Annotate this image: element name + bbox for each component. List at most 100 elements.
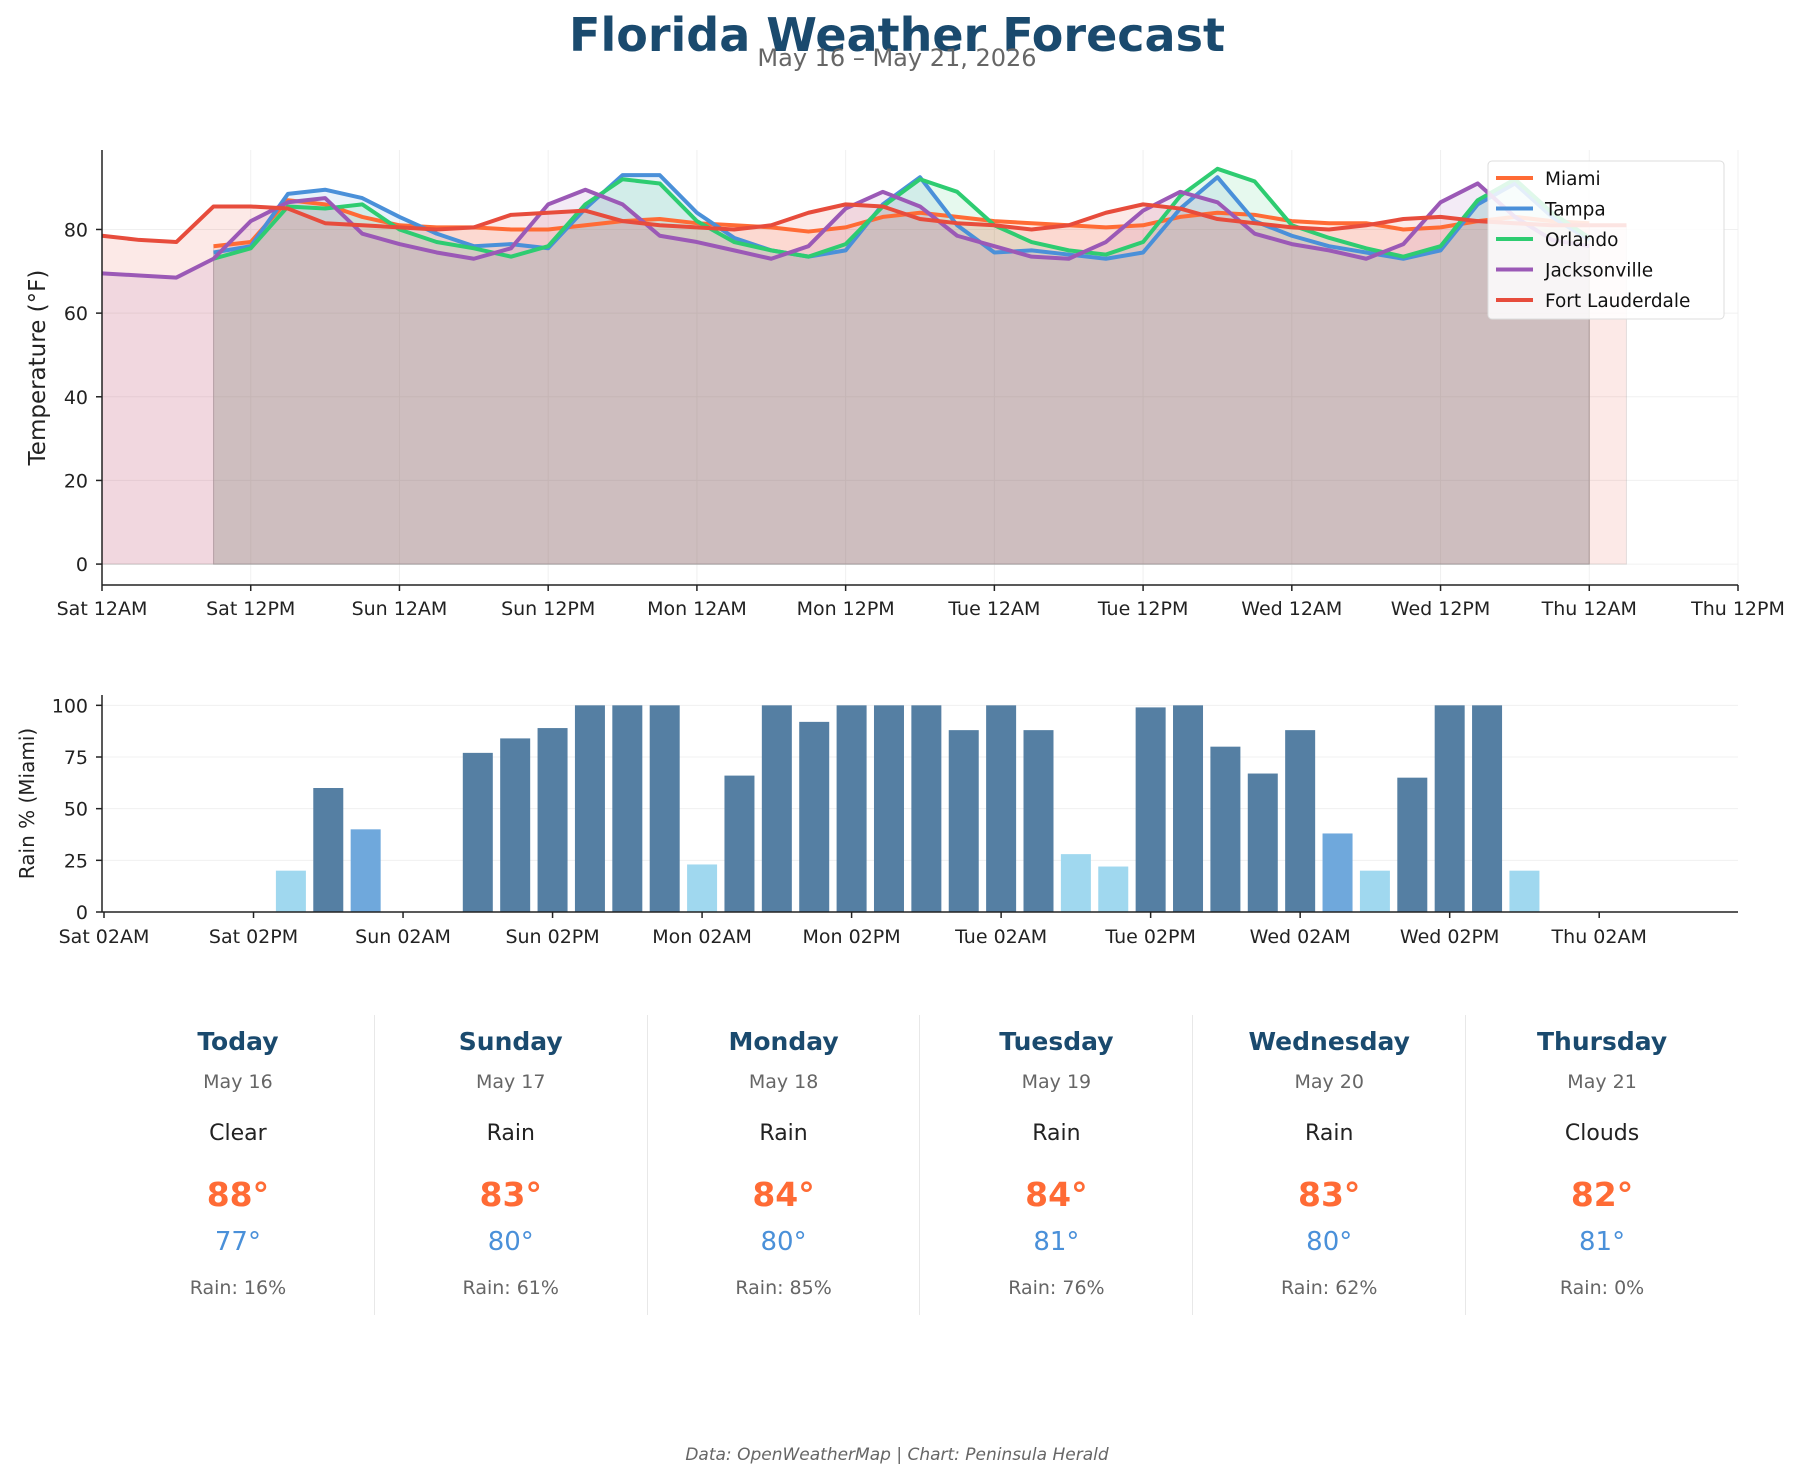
y-tick-label: 40	[64, 387, 88, 409]
rain-bar	[911, 705, 942, 912]
forecast-card: Thursday May 21 Clouds 82° 81° Rain: 0%	[1465, 1015, 1738, 1315]
series-line	[101, 181, 1590, 280]
forecast-condition: Clouds	[1564, 1121, 1640, 1146]
rain-bar	[873, 705, 904, 912]
x-tick-label: Sun 12AM	[352, 598, 448, 620]
forecast-date: May 20	[1294, 1071, 1364, 1093]
x-tick-label: Wed 02PM	[1400, 926, 1500, 948]
forecast-high: 84°	[752, 1175, 815, 1214]
series-line	[101, 202, 1627, 245]
forecast-date: May 16	[203, 1071, 273, 1093]
x-tick-label: Tue 02PM	[1104, 926, 1196, 948]
forecast-card: Tuesday May 19 Rain 84° 81° Rain: 76%	[919, 1015, 1192, 1315]
x-tick-label: Sat 12AM	[57, 598, 148, 620]
rain-bar	[649, 705, 680, 912]
forecast-low: 80°	[760, 1227, 807, 1257]
footer-credit: Data: OpenWeatherMap | Chart: Peninsula …	[685, 1445, 1109, 1465]
temperature-chart: 0 20 40 60 80 Sat 12AM Sat 12PM Sun 12AM Sun 12P…	[25, 150, 1785, 620]
forecast-low: 81°	[1579, 1227, 1626, 1257]
forecast-high: 82°	[1570, 1175, 1634, 1214]
rain-bar	[948, 730, 979, 912]
x-tick-label: Sat 02PM	[209, 926, 298, 948]
y-tick-label: 0	[76, 554, 88, 576]
x-tick-label: Tue 02AM	[954, 926, 1047, 948]
rain-bar	[1247, 773, 1278, 912]
forecast-condition: Clear	[209, 1121, 267, 1146]
x-tick-label: Sun 02AM	[355, 926, 451, 948]
rain-bar	[1135, 707, 1166, 912]
rain-bar	[761, 705, 792, 912]
x-tick-label: Sun 02PM	[505, 926, 599, 948]
x-tick-label: Sat 02AM	[59, 926, 150, 948]
x-tick-label: Tue 12AM	[947, 598, 1040, 620]
forecast-rain: Rain: 76%	[1008, 1277, 1105, 1299]
rain-bar	[500, 738, 531, 912]
legend-label: Miami	[1545, 169, 1601, 190]
x-tick-label: Thu 12AM	[1541, 598, 1637, 620]
rain-bar	[1359, 870, 1390, 912]
forecast-day: Sunday	[458, 1027, 563, 1056]
rain-bar	[350, 829, 381, 912]
page-subtitle: May 16 – May 21, 2026	[757, 44, 1037, 72]
rain-bar	[1173, 705, 1204, 912]
rain-bar	[1098, 866, 1129, 912]
y-tick-label: 50	[64, 799, 88, 821]
rain-bar	[313, 788, 344, 912]
forecast-condition: Rain	[486, 1121, 535, 1146]
rain-bar	[574, 705, 605, 912]
forecast-rain: Rain: 61%	[462, 1277, 559, 1299]
forecast-date: May 19	[1021, 1071, 1092, 1093]
forecast-card: Today May 16 Clear 88° 77° Rain: 16%	[102, 1015, 374, 1315]
forecast-condition: Rain	[1305, 1121, 1354, 1146]
forecast-date: May 18	[748, 1071, 819, 1093]
forecast-date: May 21	[1567, 1071, 1637, 1093]
rain-bar	[1285, 730, 1316, 912]
y-axis-label: Rain % (Miami)	[15, 728, 39, 879]
x-tick-label: Mon 02PM	[803, 926, 901, 948]
forecast-high: 83°	[479, 1175, 542, 1214]
rain-bar	[1472, 705, 1503, 912]
x-tick-label: Wed 02AM	[1250, 926, 1351, 948]
x-tick-label: Mon 12PM	[797, 598, 895, 620]
forecast-low: 80°	[1306, 1227, 1353, 1257]
x-tick-label: Sun 12PM	[501, 598, 595, 620]
rain-bar	[275, 870, 306, 912]
forecast-day: Thursday	[1536, 1027, 1668, 1056]
forecast-card: Wednesday May 20 Rain 83° 80° Rain: 62%	[1192, 1015, 1465, 1315]
rain-bar	[1434, 705, 1465, 912]
y-tick-label: 100	[52, 695, 88, 717]
y-tick-label: 20	[64, 470, 88, 492]
y-tick-label: 60	[64, 303, 88, 325]
forecast-cards: Today May 16 Clear 88° 77° Rain: 16% Sun…	[102, 1015, 1738, 1315]
rain-bar	[986, 705, 1017, 912]
rain-bar	[612, 705, 643, 912]
forecast-high: 83°	[1298, 1175, 1361, 1214]
rain-bar	[1509, 870, 1540, 912]
forecast-day: Monday	[728, 1027, 839, 1056]
x-tick-label: Wed 12AM	[1241, 598, 1342, 620]
forecast-rain: Rain: 85%	[735, 1277, 832, 1299]
rain-bar	[1322, 833, 1353, 912]
x-tick-label: Thu 02AM	[1551, 926, 1647, 948]
forecast-day: Today	[197, 1027, 279, 1056]
legend-label: Orlando	[1545, 230, 1618, 251]
y-tick-label: 75	[64, 747, 88, 769]
x-tick-label: Thu 12PM	[1690, 598, 1785, 620]
page-title: Florida Weather Forecast	[569, 8, 1225, 62]
y-tick-label: 80	[64, 219, 88, 241]
forecast-high: 88°	[206, 1175, 270, 1214]
rain-bar	[462, 752, 493, 912]
rain-bar	[836, 705, 867, 912]
forecast-high: 84°	[1025, 1175, 1088, 1214]
legend-label: Tampa	[1544, 200, 1606, 221]
x-tick-label: Mon 02AM	[652, 926, 752, 948]
rain-bar	[537, 728, 568, 912]
rain-bar	[1060, 854, 1091, 912]
forecast-rain: Rain: 0%	[1559, 1277, 1645, 1299]
forecast-card: Sunday May 17 Rain 83° 80° Rain: 61%	[373, 1015, 647, 1315]
forecast-day: Tuesday	[999, 1027, 1114, 1056]
x-tick-label: Tue 12PM	[1097, 598, 1189, 620]
y-tick-label: 0	[76, 902, 88, 924]
rain-bar	[724, 775, 755, 912]
x-tick-label: Wed 12PM	[1391, 598, 1491, 620]
